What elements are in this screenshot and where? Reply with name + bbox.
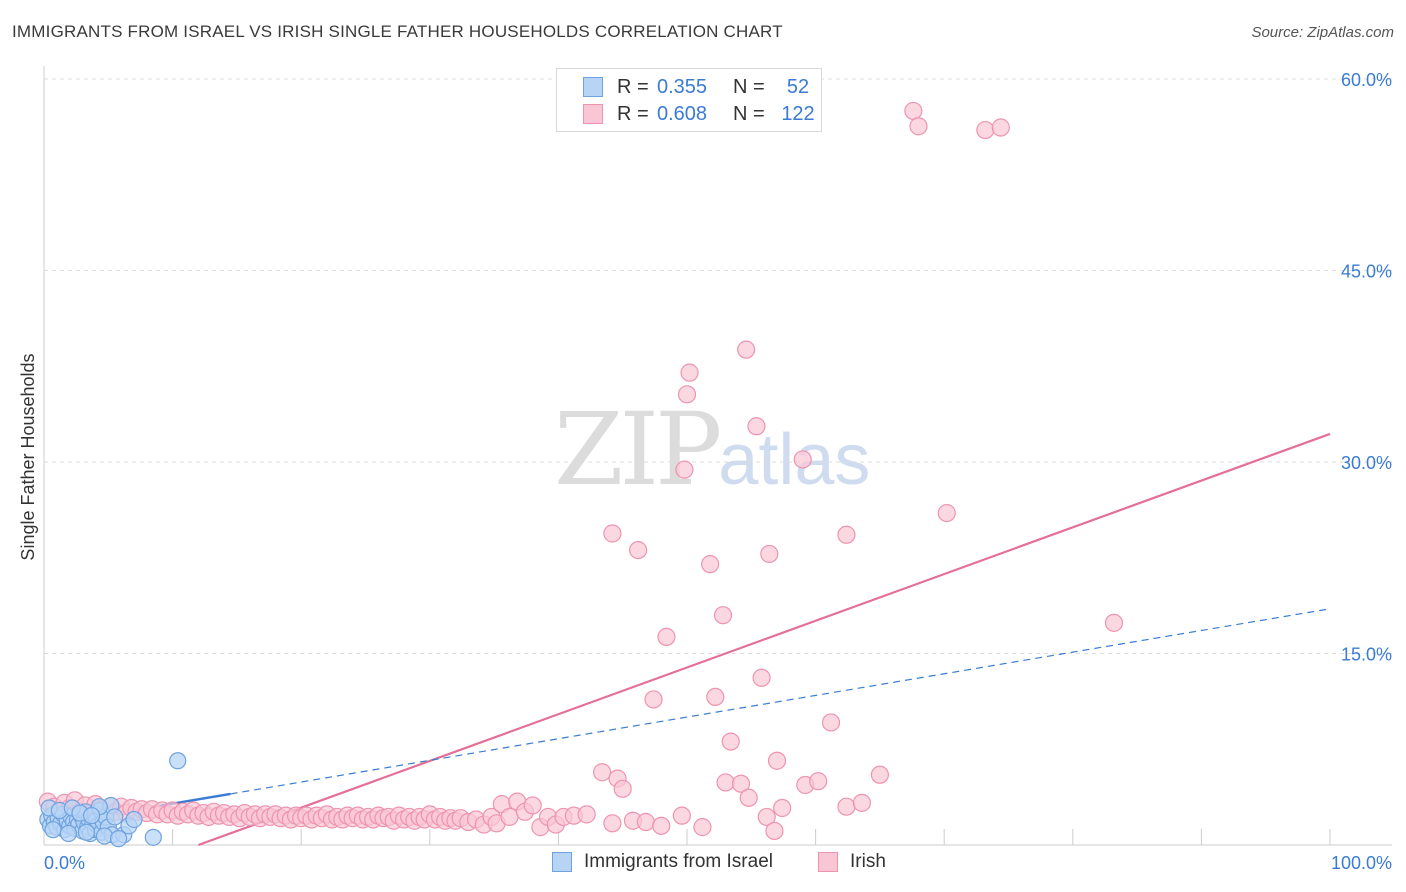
- y-tick-label: 45.0%: [1341, 262, 1392, 282]
- legend-r-value: 0.355: [657, 75, 708, 98]
- irish-points: [38, 101, 1124, 841]
- irish-point: [644, 690, 663, 709]
- israel-point: [169, 752, 187, 770]
- israel-point: [144, 828, 162, 846]
- irish-point: [909, 117, 928, 136]
- irish-point: [757, 807, 776, 827]
- source-label: Source: ZipAtlas.com: [1251, 24, 1394, 41]
- watermark-zip: ZIP: [554, 391, 722, 508]
- irish-point: [852, 793, 871, 812]
- legend-n-label: N =: [733, 102, 765, 125]
- legend-swatch-irish: [818, 852, 838, 872]
- irish-point: [793, 450, 812, 469]
- irish-point: [739, 788, 758, 807]
- israel-point: [109, 830, 128, 848]
- irish-point: [837, 797, 856, 816]
- irish-point: [636, 812, 655, 832]
- irish-point: [937, 503, 956, 523]
- x-tick-label: 100.0%: [1331, 853, 1392, 873]
- legend-row-israel: R = 0.355 N = 52: [557, 74, 823, 100]
- legend-label-israel: Immigrants from Israel: [584, 851, 773, 872]
- tick-labels: 15.0% 30.0% 45.0% 60.0% 0.0% 100.0% Single Fat…: [18, 70, 1392, 873]
- irish-point: [976, 120, 995, 140]
- series-legend: Immigrants from Israel Irish: [0, 851, 1406, 879]
- irish-point: [603, 814, 622, 833]
- irish-point: [773, 798, 792, 818]
- chart-title: IMMIGRANTS FROM ISRAEL VS IRISH SINGLE F…: [12, 22, 783, 41]
- israel-point: [95, 827, 114, 845]
- legend-row-irish: R = 0.608 N = 122: [557, 101, 823, 127]
- axes: [43, 66, 1392, 846]
- irish-point: [706, 687, 725, 707]
- israel-point: [82, 807, 101, 825]
- irish-point: [577, 805, 596, 824]
- irish-point: [613, 779, 632, 798]
- irish-point: [652, 816, 671, 835]
- irish-point: [870, 765, 890, 784]
- irish-point: [677, 385, 697, 404]
- legend-item-irish[interactable]: Irish: [818, 851, 886, 873]
- y-tick-label: 15.0%: [1341, 645, 1392, 665]
- irish-point: [523, 796, 542, 815]
- irish-point: [716, 773, 735, 792]
- irish-point: [991, 118, 1010, 137]
- israel-trend-dashed: [230, 608, 1331, 795]
- irish-point: [809, 772, 828, 791]
- irish-point: [701, 555, 720, 574]
- irish-point: [721, 732, 740, 751]
- israel-points: [39, 752, 187, 848]
- trend-lines: [47, 432, 1331, 847]
- israel-point: [77, 823, 96, 841]
- legend-item-israel[interactable]: Immigrants from Israel: [552, 851, 773, 873]
- israel-point: [106, 808, 124, 826]
- israel-point: [44, 821, 62, 839]
- irish-point: [713, 606, 733, 625]
- irish-point: [752, 668, 771, 687]
- legend-n-label: N =: [733, 75, 765, 98]
- legend-label-irish: Irish: [850, 851, 886, 872]
- irish-point: [821, 713, 841, 732]
- legend-n-value: 122: [781, 102, 815, 125]
- irish-point: [904, 101, 923, 121]
- legend-swatch-israel: [552, 852, 572, 872]
- y-tick-label: 60.0%: [1341, 70, 1392, 90]
- y-tick-label: 30.0%: [1341, 453, 1392, 473]
- legend-swatch-israel: [583, 77, 603, 97]
- israel-point: [125, 810, 143, 829]
- y-axis-label: Single Father Households: [18, 353, 38, 560]
- irish-point: [629, 540, 648, 560]
- watermark: ZIPatlas: [554, 400, 870, 510]
- israel-point: [59, 824, 78, 843]
- irish-point: [731, 774, 751, 793]
- irish-point: [693, 818, 712, 837]
- irish-point: [657, 627, 676, 647]
- irish-point: [593, 763, 612, 782]
- irish-point: [760, 544, 779, 564]
- irish-point: [1104, 613, 1124, 632]
- irish-trend-line: [197, 432, 1331, 847]
- irish-point: [737, 340, 756, 359]
- irish-point: [675, 460, 694, 479]
- legend-r-label: R =: [617, 75, 649, 98]
- legend-r-label: R =: [617, 102, 649, 125]
- irish-point: [747, 417, 766, 436]
- irish-point: [500, 807, 519, 827]
- legend-n-value: 52: [786, 75, 810, 98]
- irish-point: [765, 821, 784, 841]
- irish-point: [603, 524, 622, 543]
- legend-r-value: 0.608: [657, 102, 708, 125]
- legend-swatch-irish: [583, 104, 603, 124]
- correlation-legend: R = 0.355 N = 52 R = 0.608 N = 122: [556, 68, 822, 132]
- irish-point: [680, 363, 699, 382]
- irish-point: [837, 525, 856, 544]
- x-tick-label: 0.0%: [44, 853, 85, 873]
- irish-point: [767, 751, 787, 770]
- irish-point: [672, 806, 691, 825]
